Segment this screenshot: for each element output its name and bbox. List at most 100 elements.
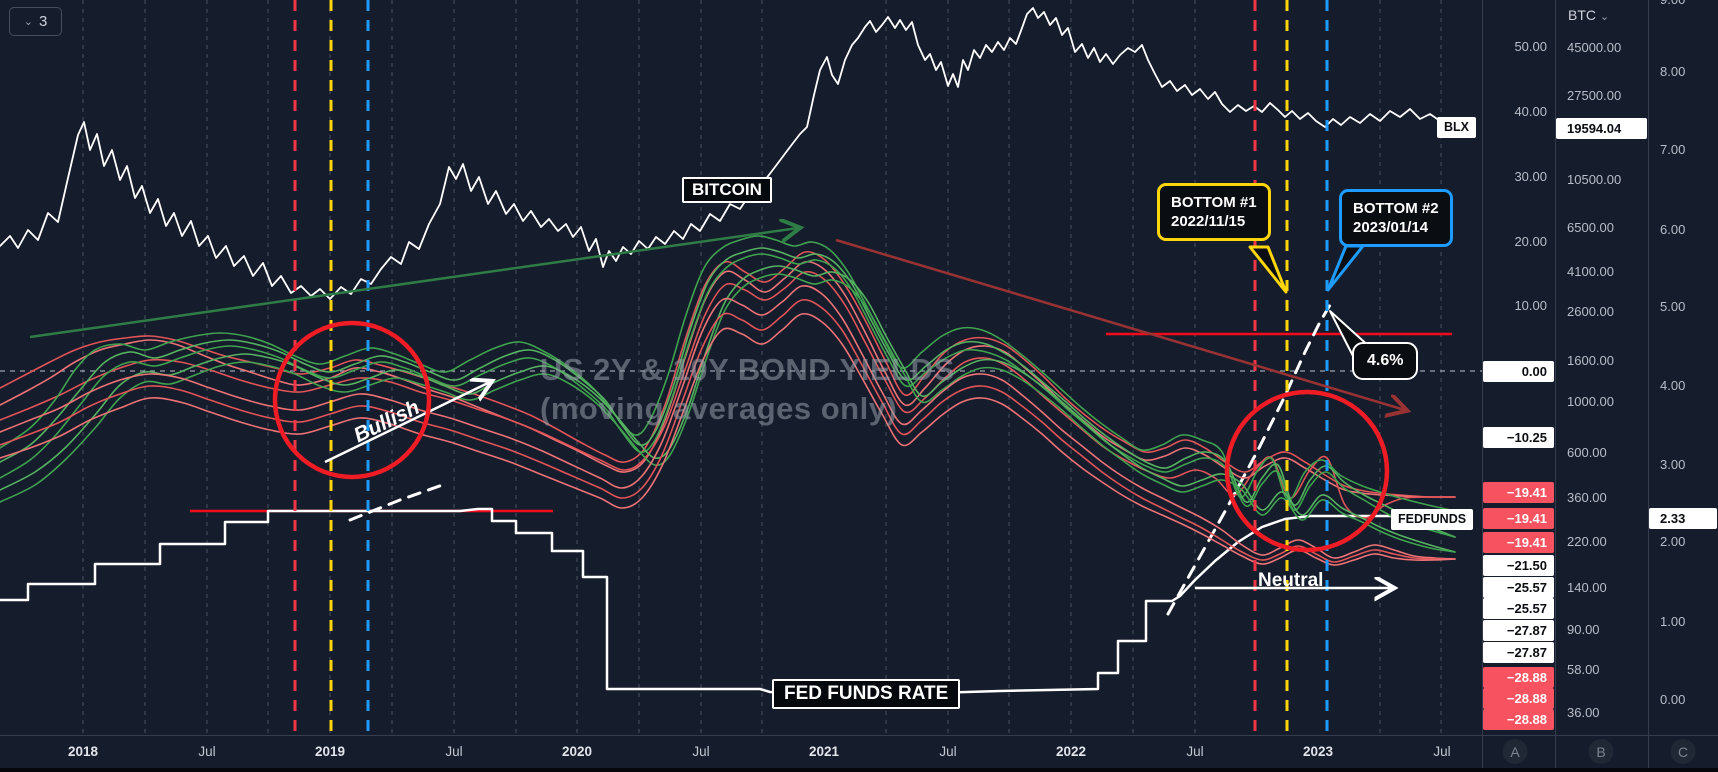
time-label-jul: Jul — [939, 744, 957, 759]
indicators-count: 3 — [38, 13, 48, 30]
time-label-2019: 2019 — [314, 744, 346, 759]
series-ma-red-3[interactable] — [0, 270, 1456, 519]
series-ma-red-6[interactable] — [0, 312, 1456, 566]
fedfunds-series-label: FEDFUNDS — [1391, 509, 1474, 530]
indicators-collapse-button[interactable]: ⌄ 3 — [9, 7, 62, 36]
scale-separator-1 — [1482, 0, 1483, 768]
neutral-zone-circle[interactable] — [1224, 389, 1390, 553]
price-tick: 7.00 — [1660, 142, 1686, 157]
price-scale-rate[interactable]: 9.00 8.00 7.00 6.00 5.00 4.00 3.00 2.00 1.00 0.00… — [1648, 0, 1718, 735]
price-tick: 0.00 — [1660, 692, 1686, 707]
price-value-label: 0.00 — [1483, 360, 1554, 382]
callout2-tail — [1326, 244, 1365, 292]
scale-separator-2 — [1555, 0, 1556, 768]
scale-id-c[interactable]: C — [1670, 739, 1696, 764]
time-label-2022: 2022 — [1055, 744, 1087, 759]
price-tick: 6.00 — [1660, 222, 1686, 237]
price-value-label: −25.57 — [1483, 597, 1554, 619]
price-tick: 40.00 — [1514, 104, 1547, 119]
series-ma-red-2[interactable] — [0, 260, 1456, 498]
scale-id-a[interactable]: A — [1502, 739, 1528, 764]
bullish-arrow — [324, 382, 490, 464]
price-value-label: −25.57 — [1483, 576, 1554, 598]
price-tick: 2.00 — [1660, 534, 1686, 549]
chevron-down-icon: ⌄ — [23, 16, 33, 28]
price-tick: 10.00 — [1514, 298, 1547, 313]
price-tick: 600.00 — [1567, 445, 1607, 460]
price-tick: 4.00 — [1660, 378, 1686, 393]
chart-title-watermark: US 2Y & 10Y BOND YIELDS (moving averages… — [540, 350, 955, 428]
btc-scale-header-label: BTC — [1568, 7, 1596, 23]
bottom1-callout[interactable]: BOTTOM #1 2022/11/15 — [1157, 183, 1271, 241]
bottom1-callout-date: 2022/11/15 — [1171, 213, 1246, 230]
bullish-zone-circle[interactable] — [272, 320, 432, 480]
price-value-label: −28.88 — [1483, 666, 1554, 688]
price-value-label: −19.41 — [1483, 507, 1554, 529]
bitcoin-label[interactable]: BITCOIN — [682, 177, 772, 203]
series-ma-green-2[interactable] — [0, 247, 1456, 538]
price-tick: 45000.00 — [1567, 40, 1622, 55]
price-tick: 1600.00 — [1567, 353, 1614, 368]
series-fed-funds-rate[interactable] — [0, 507, 1460, 696]
price-tick: 140.00 — [1567, 580, 1607, 595]
bottom1-callout-title: BOTTOM #1 — [1171, 194, 1257, 211]
price-value-label: 2.33 — [1649, 507, 1717, 529]
series-fed-dots-dashed-left[interactable] — [348, 481, 450, 522]
price-scale-btc[interactable]: 45000.0027500.0017500.0010500.006500.004… — [1555, 0, 1648, 735]
bottom2-callout-title: BOTTOM #2 — [1353, 200, 1439, 217]
price-value-label: −28.88 — [1483, 708, 1554, 730]
neutral-annotation: Neutral — [1258, 570, 1324, 591]
price-value-label: −19.41 — [1483, 531, 1554, 553]
time-axis-separator — [0, 735, 1718, 736]
chart-title-line1: US 2Y & 10Y BOND YIELDS — [540, 352, 955, 387]
price-scale-percent[interactable]: 50.00 40.00 30.00 20.00 10.00 0.00 −10.25 −19.4… — [1482, 0, 1555, 735]
price-tick: 36.00 — [1567, 705, 1600, 720]
series-ma-green-3[interactable] — [0, 253, 1456, 538]
series-ma-red-4[interactable] — [0, 284, 1456, 560]
time-label-jul: Jul — [1433, 744, 1451, 759]
time-axis[interactable]: 2018 Jul 2019 Jul 2020 Jul 2021 Jul 2022 Jul 2023 J… — [0, 735, 1718, 768]
terminal-rate-callout[interactable]: 4.6% — [1352, 342, 1419, 380]
btc-downtrend-arrow — [835, 238, 1405, 410]
btc-uptrend-arrow — [29, 228, 798, 339]
price-value-label: −28.88 — [1483, 687, 1554, 709]
price-value-label: −21.50 — [1483, 554, 1554, 576]
scale-id-b[interactable]: B — [1588, 739, 1614, 764]
price-value-label: 19594.04 — [1556, 117, 1647, 139]
price-tick: 3.00 — [1660, 457, 1686, 472]
series-fed-projection-dashed[interactable] — [1166, 303, 1332, 616]
bottom2-callout-date: 2023/01/14 — [1353, 219, 1429, 236]
btc-scale-header[interactable]: BTC ⌄ — [1568, 7, 1609, 23]
time-label-2020: 2020 — [561, 744, 593, 759]
time-label-jul: Jul — [445, 744, 463, 759]
time-label-2021: 2021 — [808, 744, 840, 759]
price-tick: 27500.00 — [1567, 88, 1622, 103]
price-value-label: −10.25 — [1483, 426, 1554, 448]
chart-canvas[interactable] — [0, 0, 1482, 735]
price-tick: 220.00 — [1567, 534, 1607, 549]
price-tick: 5.00 — [1660, 299, 1686, 314]
series-bitcoin-blx[interactable] — [0, 7, 1453, 300]
price-tick: 10500.00 — [1567, 172, 1622, 187]
price-tick: 6500.00 — [1567, 220, 1614, 235]
price-tick: 58.00 — [1567, 662, 1600, 677]
price-tick: 8.00 — [1660, 64, 1686, 79]
price-tick: 20.00 — [1514, 234, 1547, 249]
fed-funds-rate-label[interactable]: FED FUNDS RATE — [772, 679, 961, 709]
series-ma-green-4[interactable] — [0, 265, 1456, 553]
series-ma-green-5[interactable] — [0, 273, 1456, 553]
price-tick: 1000.00 — [1567, 394, 1614, 409]
series-ma-red-5[interactable] — [0, 298, 1456, 563]
bottom2-callout[interactable]: BOTTOM #2 2023/01/14 — [1339, 189, 1453, 247]
callout1-tail — [1248, 245, 1288, 294]
bottom-strip — [0, 768, 1718, 772]
price-value-label: −27.87 — [1483, 619, 1554, 641]
price-tick: 1.00 — [1660, 614, 1686, 629]
time-label-jul: Jul — [1186, 744, 1204, 759]
price-tick: 90.00 — [1567, 622, 1600, 637]
time-label-2023: 2023 — [1302, 744, 1334, 759]
chevron-down-icon: ⌄ — [1599, 11, 1610, 23]
blx-series-label: BLX — [1437, 117, 1476, 138]
time-label-jul: Jul — [692, 744, 710, 759]
